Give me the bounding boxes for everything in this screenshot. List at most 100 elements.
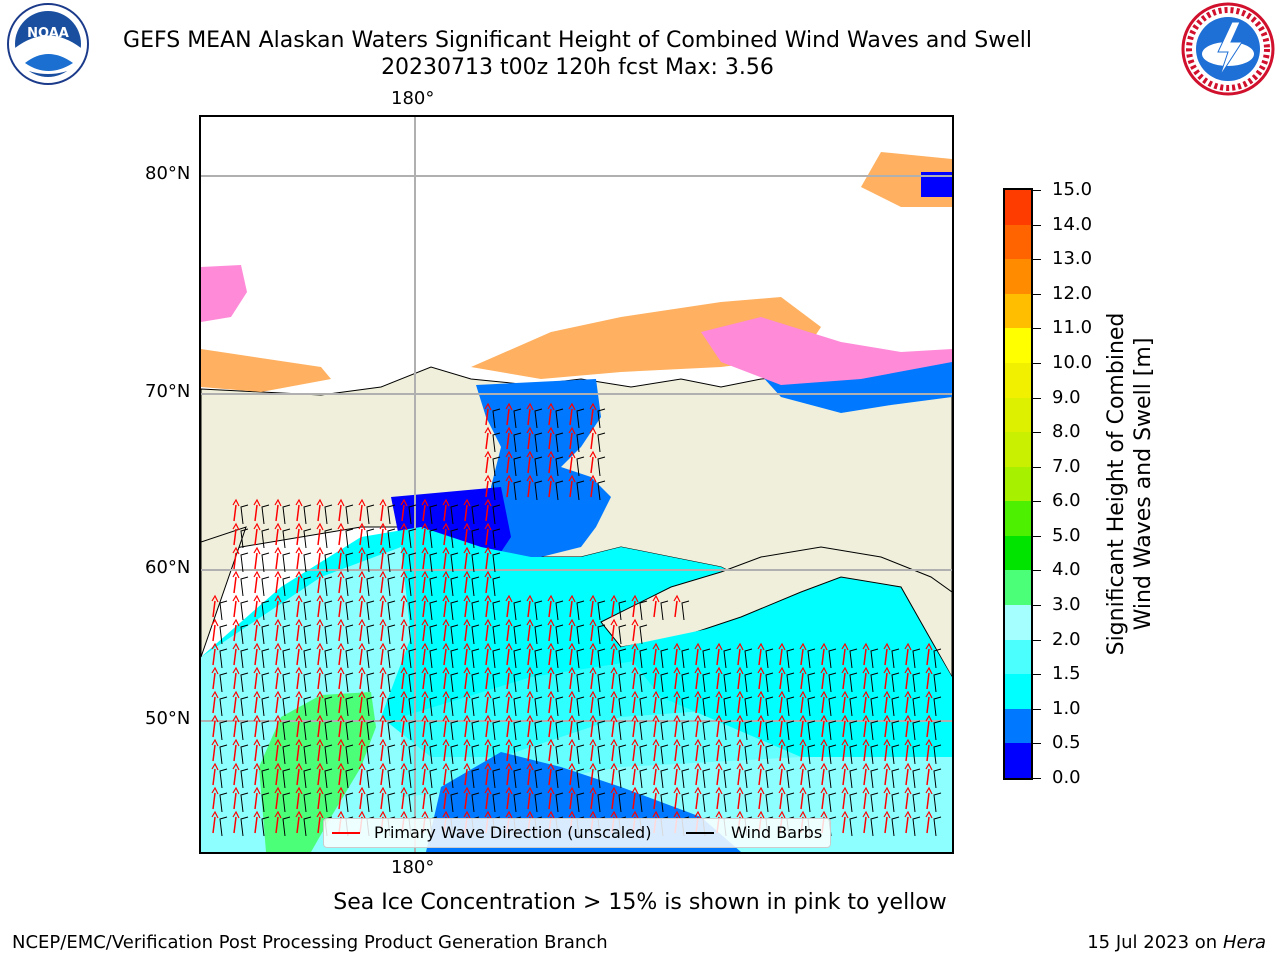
wave-arrow — [926, 816, 930, 834]
wave-arrow-head — [295, 642, 303, 651]
wind-barb — [429, 744, 438, 765]
wave-arrow — [506, 648, 510, 666]
wave-arrow — [275, 816, 279, 834]
wind-barb — [534, 672, 543, 693]
wind-barb — [870, 792, 879, 813]
wave-arrow-head — [799, 690, 807, 699]
wind-barb — [387, 504, 396, 525]
wave-arrow-head — [568, 618, 576, 627]
wave-arrow — [800, 696, 804, 714]
wind-barb — [450, 552, 459, 573]
wave-arrow-head — [526, 690, 534, 699]
wave-arrow — [569, 432, 573, 450]
colorbar-tick-label: 5.0 — [1052, 524, 1081, 546]
wave-arrow-head — [400, 762, 408, 771]
wave-arrow-head — [316, 738, 324, 747]
wave-arrow — [212, 696, 216, 714]
wave-arrow — [254, 720, 258, 738]
wind-barb — [261, 624, 270, 645]
wind-barb — [240, 744, 249, 765]
colorbar-tick-label: 11.0 — [1052, 317, 1093, 339]
wind-barb — [534, 456, 543, 477]
wave-arrow — [548, 744, 552, 762]
wave-arrow-head — [295, 546, 303, 555]
wave-arrow-head — [547, 690, 555, 699]
wave-arrow — [590, 480, 594, 498]
wave-arrow-head — [274, 714, 282, 723]
map-panel — [199, 115, 954, 854]
wind-barb — [450, 768, 459, 789]
wave-arrow-head — [232, 522, 240, 531]
wave-arrow-head — [337, 786, 345, 795]
wind-barb — [408, 792, 417, 813]
wave-arrow-head — [526, 402, 534, 411]
wind-barb — [681, 672, 690, 693]
wave-arrow-head — [610, 738, 618, 747]
wind-barb — [303, 648, 312, 669]
wave-arrow — [674, 792, 678, 810]
wave-arrow — [863, 720, 867, 738]
wind-barb — [492, 504, 501, 525]
wave-arrow — [590, 624, 594, 642]
colorbar-segment — [1005, 674, 1031, 709]
wave-arrow — [317, 696, 321, 714]
wave-arrow — [506, 600, 510, 618]
wave-arrow-head — [463, 546, 471, 555]
wind-barb — [471, 576, 480, 597]
wave-arrow — [674, 768, 678, 786]
wave-arrow-head — [778, 786, 786, 795]
wave-arrow-head — [652, 810, 660, 819]
wave-arrow-head — [295, 570, 303, 579]
wind-barb — [408, 744, 417, 765]
wind-barb — [555, 624, 564, 645]
wind-barb — [513, 408, 522, 429]
wind-barb — [891, 792, 900, 813]
colorbar-tick-label: 13.0 — [1052, 248, 1093, 270]
wind-barb — [429, 648, 438, 669]
wave-arrow — [401, 576, 405, 594]
wave-arrow — [695, 720, 699, 738]
wind-barb — [471, 768, 480, 789]
wave-arrow — [422, 600, 426, 618]
wave-arrow — [464, 528, 468, 546]
wave-arrow — [548, 432, 552, 450]
wave-arrow-head — [547, 714, 555, 723]
wave-arrow-head — [610, 714, 618, 723]
wave-arrow — [317, 648, 321, 666]
colorbar-segment — [1005, 708, 1031, 744]
wave-arrow-head — [463, 690, 471, 699]
wave-arrow-head — [505, 786, 513, 795]
wave-arrow — [527, 624, 531, 642]
wind-barb — [597, 408, 606, 429]
wave-arrow — [233, 672, 237, 690]
colorbar-tick-label: 12.0 — [1052, 282, 1093, 304]
wave-arrow-head — [820, 714, 828, 723]
wave-arrow — [800, 720, 804, 738]
wind-barb — [576, 648, 585, 669]
wind-barb — [534, 648, 543, 669]
colorbar-tick-mark — [1033, 605, 1041, 607]
wave-arrow-head — [694, 738, 702, 747]
wave-arrow-head — [652, 594, 660, 603]
wind-barb — [555, 792, 564, 813]
wind-barb — [429, 600, 438, 621]
wave-arrow-head — [253, 642, 261, 651]
wave-arrow-head — [526, 450, 534, 459]
lon-label-top: 180° — [391, 88, 435, 109]
wave-arrow — [212, 744, 216, 762]
wave-arrow — [338, 648, 342, 666]
wind-barb — [681, 744, 690, 765]
wave-arrow — [212, 600, 216, 618]
wave-arrow — [380, 792, 384, 810]
wind-barb — [492, 528, 501, 549]
wave-arrow — [317, 744, 321, 762]
wind-barb — [219, 816, 228, 837]
wave-arrow-head — [673, 762, 681, 771]
wave-arrow — [254, 792, 258, 810]
wave-arrow — [422, 576, 426, 594]
wave-arrow — [758, 744, 762, 762]
wave-arrow — [212, 624, 216, 642]
wave-arrow — [905, 768, 909, 786]
wave-arrow — [233, 504, 237, 522]
wave-arrow-head — [778, 762, 786, 771]
